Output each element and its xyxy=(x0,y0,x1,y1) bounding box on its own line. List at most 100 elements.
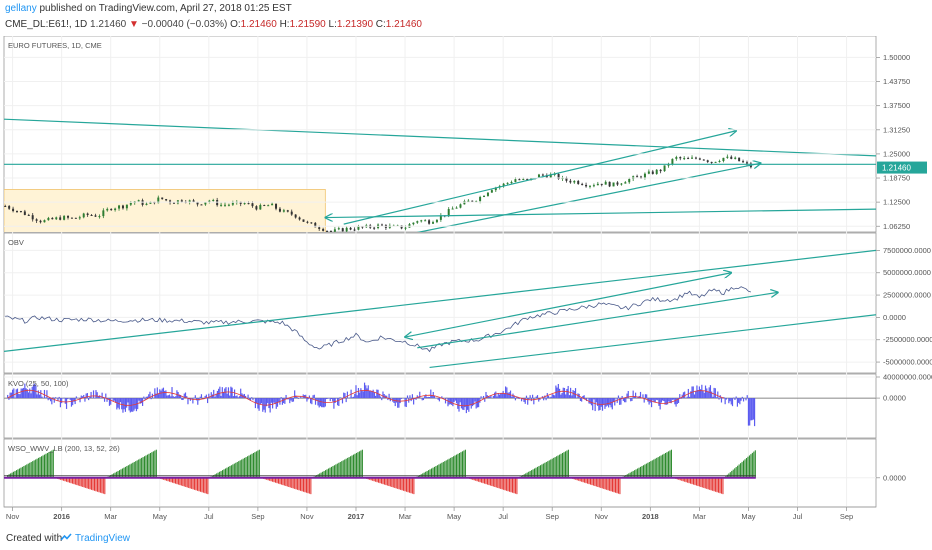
tradingview-brand-link[interactable]: TradingView xyxy=(75,533,131,544)
candle-body xyxy=(549,174,552,178)
trend-line xyxy=(429,314,876,369)
candle-body xyxy=(620,183,623,185)
candle-body xyxy=(329,230,332,232)
chart-area[interactable]: 1.50000 1.43750 1.37500 1.31250 1.25000 1.187… xyxy=(0,36,932,524)
candle-body xyxy=(302,219,305,222)
candle-body xyxy=(439,215,442,220)
candle-body xyxy=(298,217,301,220)
publish-info: published on TradingView.com, April 27, … xyxy=(39,3,292,14)
low-value: 1.21390 xyxy=(336,19,374,30)
y-tick-label: 1.37500 xyxy=(883,101,910,110)
candle-body xyxy=(616,182,619,185)
candle-body xyxy=(263,205,266,207)
candle-body xyxy=(691,157,694,159)
candle-body xyxy=(361,226,364,228)
candle-body xyxy=(145,203,148,205)
candle-body xyxy=(129,202,132,205)
candle-body xyxy=(282,210,285,212)
created-with-label: Created with xyxy=(6,533,63,544)
tradingview-logo-icon xyxy=(60,533,72,541)
x-tick-label: Mar xyxy=(693,512,706,521)
candle-body xyxy=(208,200,211,203)
candle-body xyxy=(471,200,474,202)
candle-body xyxy=(671,158,674,165)
candle-body xyxy=(451,208,454,210)
candle-body xyxy=(636,176,639,178)
open-label: O: xyxy=(230,19,241,30)
candle-body xyxy=(31,215,34,220)
highlight-box xyxy=(4,189,326,232)
candle-body xyxy=(432,222,435,224)
candle-body xyxy=(125,204,128,209)
candle-body xyxy=(604,181,607,185)
candle-body xyxy=(522,178,525,180)
candle-body xyxy=(192,200,195,202)
candle-body xyxy=(102,210,105,217)
candle-body xyxy=(702,159,705,161)
y-tick-label: 7500000.0000 xyxy=(883,246,931,255)
candle-body xyxy=(314,222,317,228)
candle-body xyxy=(357,226,360,230)
candle-body xyxy=(70,217,73,219)
candle-body xyxy=(502,183,505,187)
y-tick-label: 1.12500 xyxy=(883,198,910,207)
pane-title-wave: WSO_WWV_LB (200, 13, 52, 26) xyxy=(8,444,120,453)
candle-body xyxy=(569,180,572,183)
candle-body xyxy=(278,208,281,212)
trend-line xyxy=(416,163,761,232)
candle-body xyxy=(74,217,77,219)
candle-body xyxy=(404,227,407,229)
y-tick-label: 0.0000 xyxy=(883,313,906,322)
candle-body xyxy=(380,224,383,226)
author-link[interactable]: gellany xyxy=(5,3,37,14)
candle-body xyxy=(400,225,403,229)
y-tick-label: 1.31250 xyxy=(883,125,910,134)
candle-body xyxy=(63,216,66,220)
candle-body xyxy=(341,228,344,232)
pane-title-kvo: KVO (25, 50, 100) xyxy=(8,379,69,388)
candle-body xyxy=(647,171,650,174)
pane-2 xyxy=(3,232,877,374)
candle-body xyxy=(608,181,611,187)
candle-body xyxy=(659,169,662,172)
x-tick-label: Jul xyxy=(793,512,803,521)
candle-body xyxy=(23,211,26,215)
candle-body xyxy=(467,200,470,202)
candle-body xyxy=(172,202,175,204)
candle-body xyxy=(455,207,458,209)
candle-body xyxy=(424,220,427,222)
candle-body xyxy=(16,211,19,213)
candle-body xyxy=(121,205,124,209)
candle-body xyxy=(290,211,293,215)
candle-body xyxy=(345,227,348,232)
trend-line xyxy=(343,131,736,225)
candle-body xyxy=(675,157,678,159)
trend-line xyxy=(325,208,876,217)
candle-body xyxy=(306,221,309,223)
candle-body xyxy=(4,206,7,208)
symbol-label: CME_DL:E61!, 1D xyxy=(5,19,88,30)
candle-body xyxy=(35,219,38,221)
x-tick-label: 2018 xyxy=(642,512,659,521)
chart-header: gellany published on TradingView.com, Ap… xyxy=(0,0,932,36)
candle-body xyxy=(518,179,521,181)
candle-body xyxy=(333,229,336,232)
candle-body xyxy=(322,228,325,231)
candle-body xyxy=(738,157,741,162)
ohlc-line: CME_DL:E61!, 1D 1.21460 ▼ −0.00040 (−0.0… xyxy=(5,19,422,30)
candle-body xyxy=(137,200,140,202)
x-tick-label: Jul xyxy=(498,512,508,521)
last-price-tag xyxy=(877,161,927,174)
candle-body xyxy=(318,227,321,229)
candle-body xyxy=(683,158,686,160)
candle-body xyxy=(416,221,419,223)
candle-body xyxy=(726,156,729,158)
x-tick-label: Jul xyxy=(204,512,214,521)
x-tick-label: Nov xyxy=(595,512,609,521)
candle-body xyxy=(47,217,50,221)
candle-body xyxy=(600,183,603,185)
candle-body xyxy=(243,203,246,205)
candle-body xyxy=(483,195,486,197)
candle-body xyxy=(435,219,438,223)
candle-body xyxy=(275,203,278,209)
